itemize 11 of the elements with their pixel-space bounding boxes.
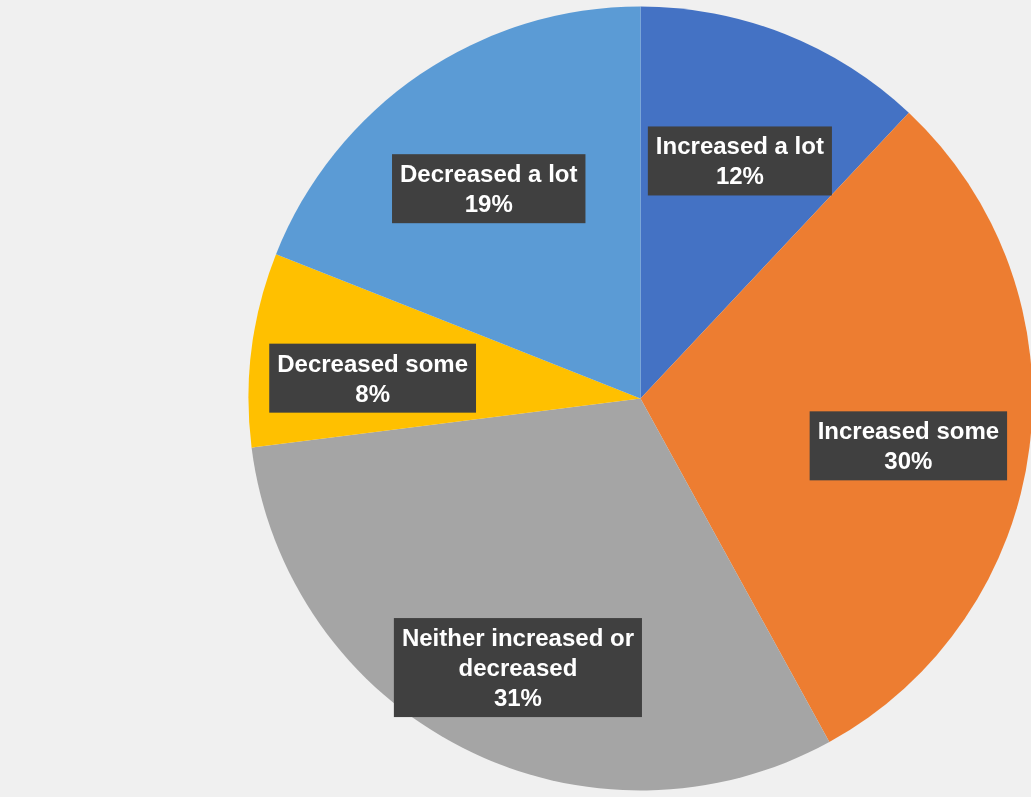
slice-label: Increased a lot xyxy=(655,132,824,160)
data-label: 31% xyxy=(493,684,542,712)
slice-label: Neither increased or decreased xyxy=(401,624,634,682)
slice-label: Increased some xyxy=(817,417,1000,445)
pie-slice xyxy=(640,112,1031,743)
data-label: 19% xyxy=(464,190,513,218)
slice-label: Decreased a lot xyxy=(400,160,578,188)
data-label: 12% xyxy=(715,162,764,190)
data-label: 8% xyxy=(355,379,390,407)
slice-label: Decreased some xyxy=(277,349,469,377)
data-label: 30% xyxy=(884,447,933,475)
